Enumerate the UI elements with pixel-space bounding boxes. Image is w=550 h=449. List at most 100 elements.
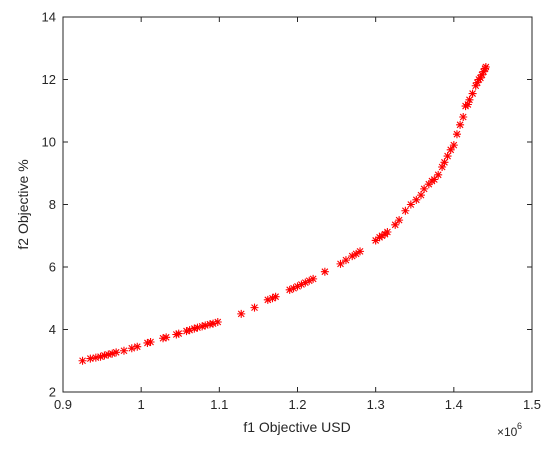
data-point (86, 354, 95, 363)
data-point (479, 67, 488, 76)
data-point (185, 326, 194, 335)
x-tick-label: 1.2 (288, 397, 306, 412)
data-point (172, 330, 181, 339)
data-point (473, 78, 482, 87)
data-point (182, 327, 191, 336)
data-point (250, 303, 259, 312)
data-point (477, 70, 486, 79)
data-point (391, 220, 400, 229)
data-point (481, 63, 490, 71)
data-points (78, 63, 490, 365)
data-point (91, 353, 100, 362)
x-multiplier-label: ×10 (497, 425, 518, 439)
data-point (104, 350, 113, 359)
data-point (201, 321, 210, 330)
data-point (356, 247, 365, 256)
data-point (476, 73, 485, 82)
x-tick-label: 1.4 (445, 397, 463, 412)
data-point (401, 206, 410, 215)
data-point (159, 334, 168, 343)
data-point (293, 282, 302, 291)
data-point (162, 333, 171, 342)
data-point (320, 267, 329, 276)
data-point (108, 349, 117, 358)
data-point (352, 249, 361, 258)
data-point (198, 322, 207, 331)
data-point (127, 344, 136, 353)
axis-ticks: 0.9 1 1.1 1.2 1.3 1.4 1.5 2 4 6 8 10 12 14 (42, 10, 542, 413)
data-point (420, 184, 429, 193)
data-point (263, 295, 272, 304)
data-point (417, 191, 426, 200)
data-point (465, 95, 474, 104)
y-tick-label: 14 (42, 10, 56, 25)
data-point (190, 324, 199, 333)
data-point (481, 64, 490, 73)
data-point (268, 294, 277, 303)
data-point (456, 120, 465, 129)
data-point (285, 285, 294, 294)
data-point (371, 236, 380, 245)
x-axis-label: f1 Objective USD (243, 419, 350, 435)
data-point (446, 145, 455, 154)
x-tick-label: 1.1 (210, 397, 228, 412)
data-point (205, 320, 214, 329)
data-point (341, 256, 350, 265)
plot-frame (62, 16, 533, 393)
data-point (209, 319, 218, 328)
y-tick-label: 12 (42, 72, 56, 87)
plot-background (63, 17, 532, 392)
data-point (383, 228, 392, 236)
data-point (237, 309, 246, 318)
data-point (434, 170, 443, 179)
data-point (309, 274, 318, 283)
data-point (430, 175, 439, 184)
x-multiplier-exponent: 6 (517, 421, 522, 431)
data-point (271, 292, 280, 301)
data-point (78, 356, 87, 365)
data-point (289, 284, 298, 293)
data-point (461, 102, 470, 111)
x-tick-label: 1.3 (367, 397, 385, 412)
data-point (305, 276, 314, 285)
data-point (336, 259, 345, 268)
y-tick-label: 10 (42, 135, 56, 150)
data-point (193, 323, 202, 332)
data-point (100, 351, 109, 360)
data-point (412, 195, 421, 204)
y-tick-label: 2 (49, 385, 56, 400)
data-point (463, 100, 472, 109)
x-tick-label: 1.5 (523, 397, 541, 412)
data-point (395, 216, 404, 225)
y-tick-label: 8 (49, 197, 56, 212)
y-tick-label: 4 (49, 322, 56, 337)
data-point (440, 158, 449, 167)
data-point (452, 130, 461, 139)
data-point (297, 280, 306, 289)
data-point (406, 200, 415, 209)
y-axis-label: f2 Objective % (15, 159, 31, 249)
data-point (213, 318, 222, 326)
data-point (438, 163, 447, 171)
data-point (133, 342, 142, 351)
data-point (459, 113, 468, 121)
data-point (301, 278, 310, 287)
data-point (449, 141, 458, 150)
data-point (377, 231, 386, 240)
y-tick-label: 6 (49, 260, 56, 275)
data-point (424, 180, 433, 189)
data-point (112, 348, 121, 357)
data-point (174, 329, 183, 338)
data-point (143, 338, 152, 347)
data-point (443, 152, 452, 161)
x-tick-label: 0.9 (54, 397, 72, 412)
x-tick-label: 1 (138, 397, 145, 412)
data-point (427, 177, 436, 186)
data-point (468, 89, 477, 98)
data-point (348, 252, 357, 261)
data-point (375, 233, 384, 242)
data-point (119, 346, 128, 355)
data-point (146, 338, 155, 346)
data-point (96, 352, 105, 361)
